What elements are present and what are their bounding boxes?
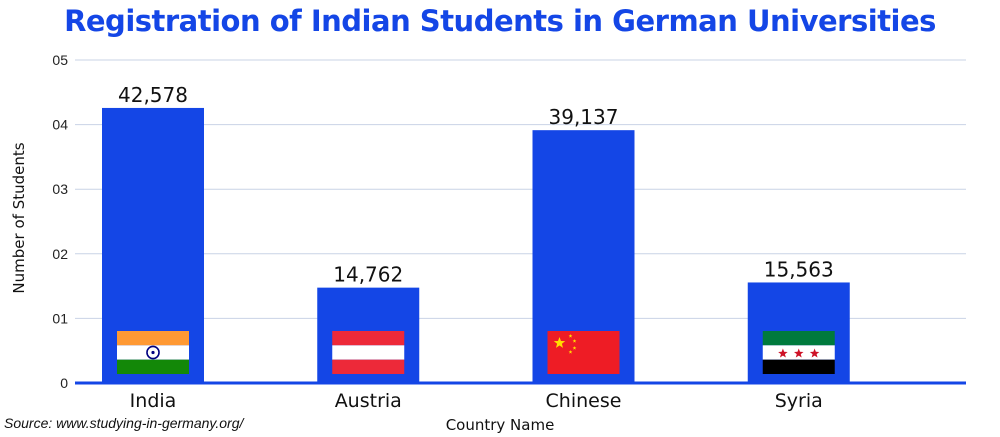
x-tick-label: India bbox=[130, 390, 177, 412]
india-flag-icon bbox=[117, 331, 189, 374]
china-flag-icon bbox=[547, 331, 620, 374]
y-tick-label: 0 bbox=[60, 375, 68, 391]
source-note: Source: www.studying-in-germany.org/ bbox=[4, 415, 244, 431]
data-label: 42,578 bbox=[118, 83, 188, 107]
y-tick-label: 05 bbox=[52, 52, 68, 68]
y-tick-label: 01 bbox=[52, 310, 68, 326]
data-label: 15,563 bbox=[764, 257, 834, 281]
y-tick-label: 03 bbox=[52, 181, 68, 197]
x-tick-label: Chinese bbox=[546, 390, 622, 412]
x-tick-label: Austria bbox=[335, 390, 402, 412]
syria-flag-icon bbox=[762, 331, 835, 374]
y-tick-label: 02 bbox=[52, 246, 68, 262]
y-tick-label: 04 bbox=[52, 117, 68, 133]
chart-title: Registration of Indian Students in Germa… bbox=[64, 4, 936, 38]
austria-flag-icon bbox=[332, 331, 405, 374]
data-label: 39,137 bbox=[549, 105, 619, 129]
x-tick-label: Syria bbox=[775, 390, 823, 412]
data-label: 14,762 bbox=[333, 263, 403, 287]
y-axis-title: Number of Students bbox=[10, 142, 28, 293]
x-axis-title: Country Name bbox=[446, 416, 555, 434]
